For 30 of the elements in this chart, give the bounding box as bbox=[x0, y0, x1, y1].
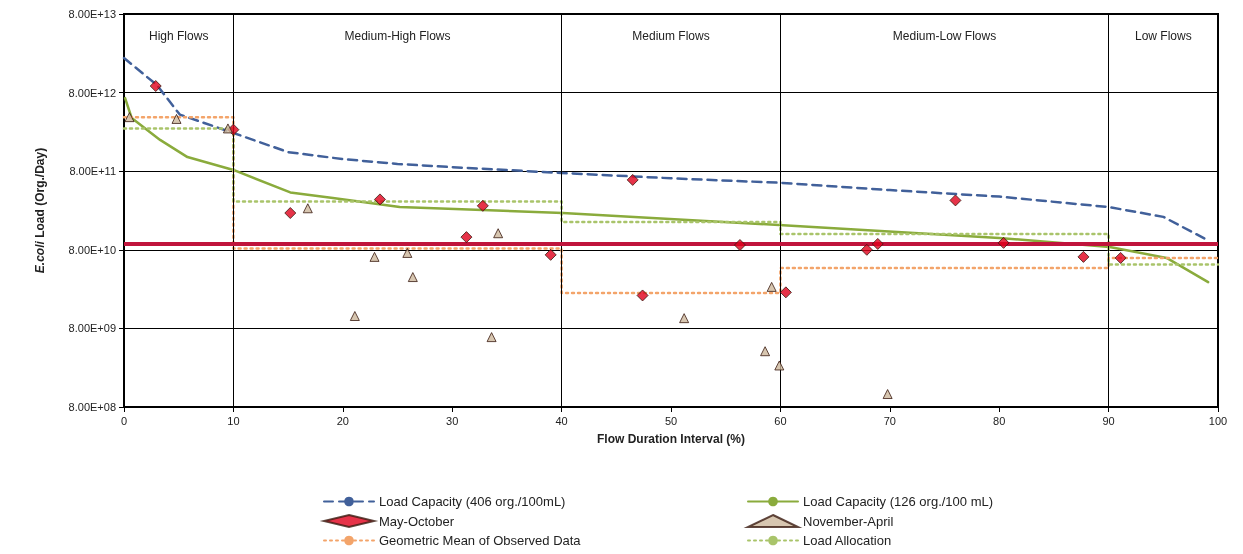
x-tick-label: 10 bbox=[227, 414, 240, 427]
x-tick-label: 70 bbox=[883, 414, 896, 427]
y-axis-title: E.coli Load (Org./Day) bbox=[33, 147, 47, 274]
legend-label: Load Capacity (126 org./100 mL) bbox=[803, 494, 994, 509]
x-tick-label: 90 bbox=[1102, 414, 1115, 427]
legend-label: November-April bbox=[803, 513, 894, 529]
annotation: Medium-High Flows bbox=[344, 29, 451, 43]
legend-label: May-October bbox=[379, 513, 455, 529]
annotation: Low Flows bbox=[1134, 29, 1192, 43]
annotation: Medium-Low Flows bbox=[892, 29, 997, 43]
annotation: Medium Flows bbox=[632, 29, 710, 43]
legend-label: Load Capacity (406 org./100mL) bbox=[379, 494, 566, 509]
x-tick-label: 0 bbox=[120, 414, 128, 427]
annotation: High Flows bbox=[149, 29, 209, 43]
y-tick-label: 8.00E+09 bbox=[68, 322, 116, 335]
legend-label: Geometric Mean of Observed Data bbox=[379, 533, 582, 548]
x-tick-label: 40 bbox=[555, 414, 568, 427]
y-tick-label: 8.00E+12 bbox=[68, 86, 116, 99]
x-tick-label: 20 bbox=[336, 414, 349, 427]
x-tick-label: 100 bbox=[1208, 414, 1228, 427]
x-tick-label: 60 bbox=[774, 414, 787, 427]
legend-label: Load Allocation bbox=[803, 533, 892, 548]
x-tick-label: 80 bbox=[993, 414, 1006, 427]
y-tick-label: 8.00E+13 bbox=[68, 8, 116, 20]
x-axis-title: Flow Duration Interval (%) bbox=[596, 432, 746, 446]
y-tick-label: 8.00E+08 bbox=[68, 401, 116, 413]
x-tick-label: 30 bbox=[446, 414, 459, 427]
x-tick-label: 50 bbox=[664, 414, 678, 427]
y-tick-label: 8.00E+10 bbox=[68, 243, 116, 256]
y-tick-label: 8.00E+11 bbox=[69, 165, 116, 178]
